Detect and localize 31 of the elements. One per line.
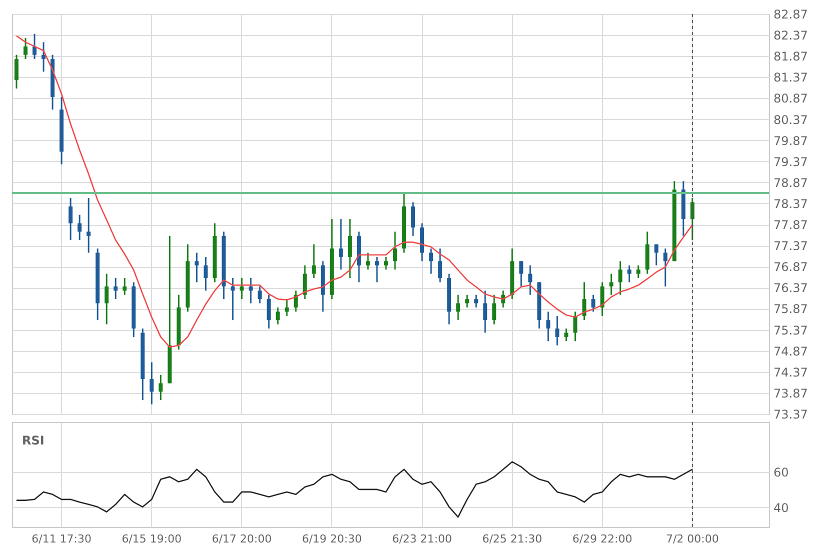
x-tick-label: 6/29 22:00 <box>572 532 632 546</box>
y-tick-label: 81.37 <box>774 70 808 85</box>
x-tick-label: 7/2 00:00 <box>666 532 719 546</box>
y-tick-label: 78.37 <box>774 196 808 211</box>
x-tick-label: 6/25 21:30 <box>482 532 542 546</box>
y-tick-label: 78.87 <box>774 176 808 190</box>
y-tick-label: 82.37 <box>774 28 808 43</box>
y-tick-label: 82.87 <box>774 8 808 22</box>
x-tick-label: 6/11 17:30 <box>32 532 92 546</box>
y-tick-label: 73.37 <box>774 408 808 422</box>
y-tick-label: 75.37 <box>774 323 808 338</box>
y-tick-label: 74.37 <box>774 365 808 380</box>
y-tick-label: 74.87 <box>774 344 808 358</box>
y-tick-label: 79.37 <box>774 154 808 169</box>
x-tick-label: 6/15 19:00 <box>122 532 182 546</box>
x-tick-label: 6/17 20:00 <box>212 532 272 546</box>
y-tick-label: 81.87 <box>774 50 808 64</box>
y-tick-label: 73.87 <box>774 386 808 400</box>
y-tick-label: 80.37 <box>774 112 808 127</box>
y-tick-label: 77.37 <box>774 239 808 254</box>
y-tick-label: 77.87 <box>774 218 808 232</box>
y-tick-label: 76.37 <box>774 281 808 296</box>
x-tick-label: 6/19 20:30 <box>302 532 362 546</box>
x-tick-label: 6/23 21:00 <box>392 532 452 546</box>
text: RSI <box>22 434 44 448</box>
y-tick-label: 75.87 <box>774 302 808 316</box>
y-tick-label: 80.87 <box>774 92 808 106</box>
y-tick-label: 76.87 <box>774 260 808 274</box>
y-tick-label: 60 <box>774 465 789 480</box>
y-tick-label: 79.87 <box>774 134 808 148</box>
y-tick-label: 40 <box>774 500 789 515</box>
